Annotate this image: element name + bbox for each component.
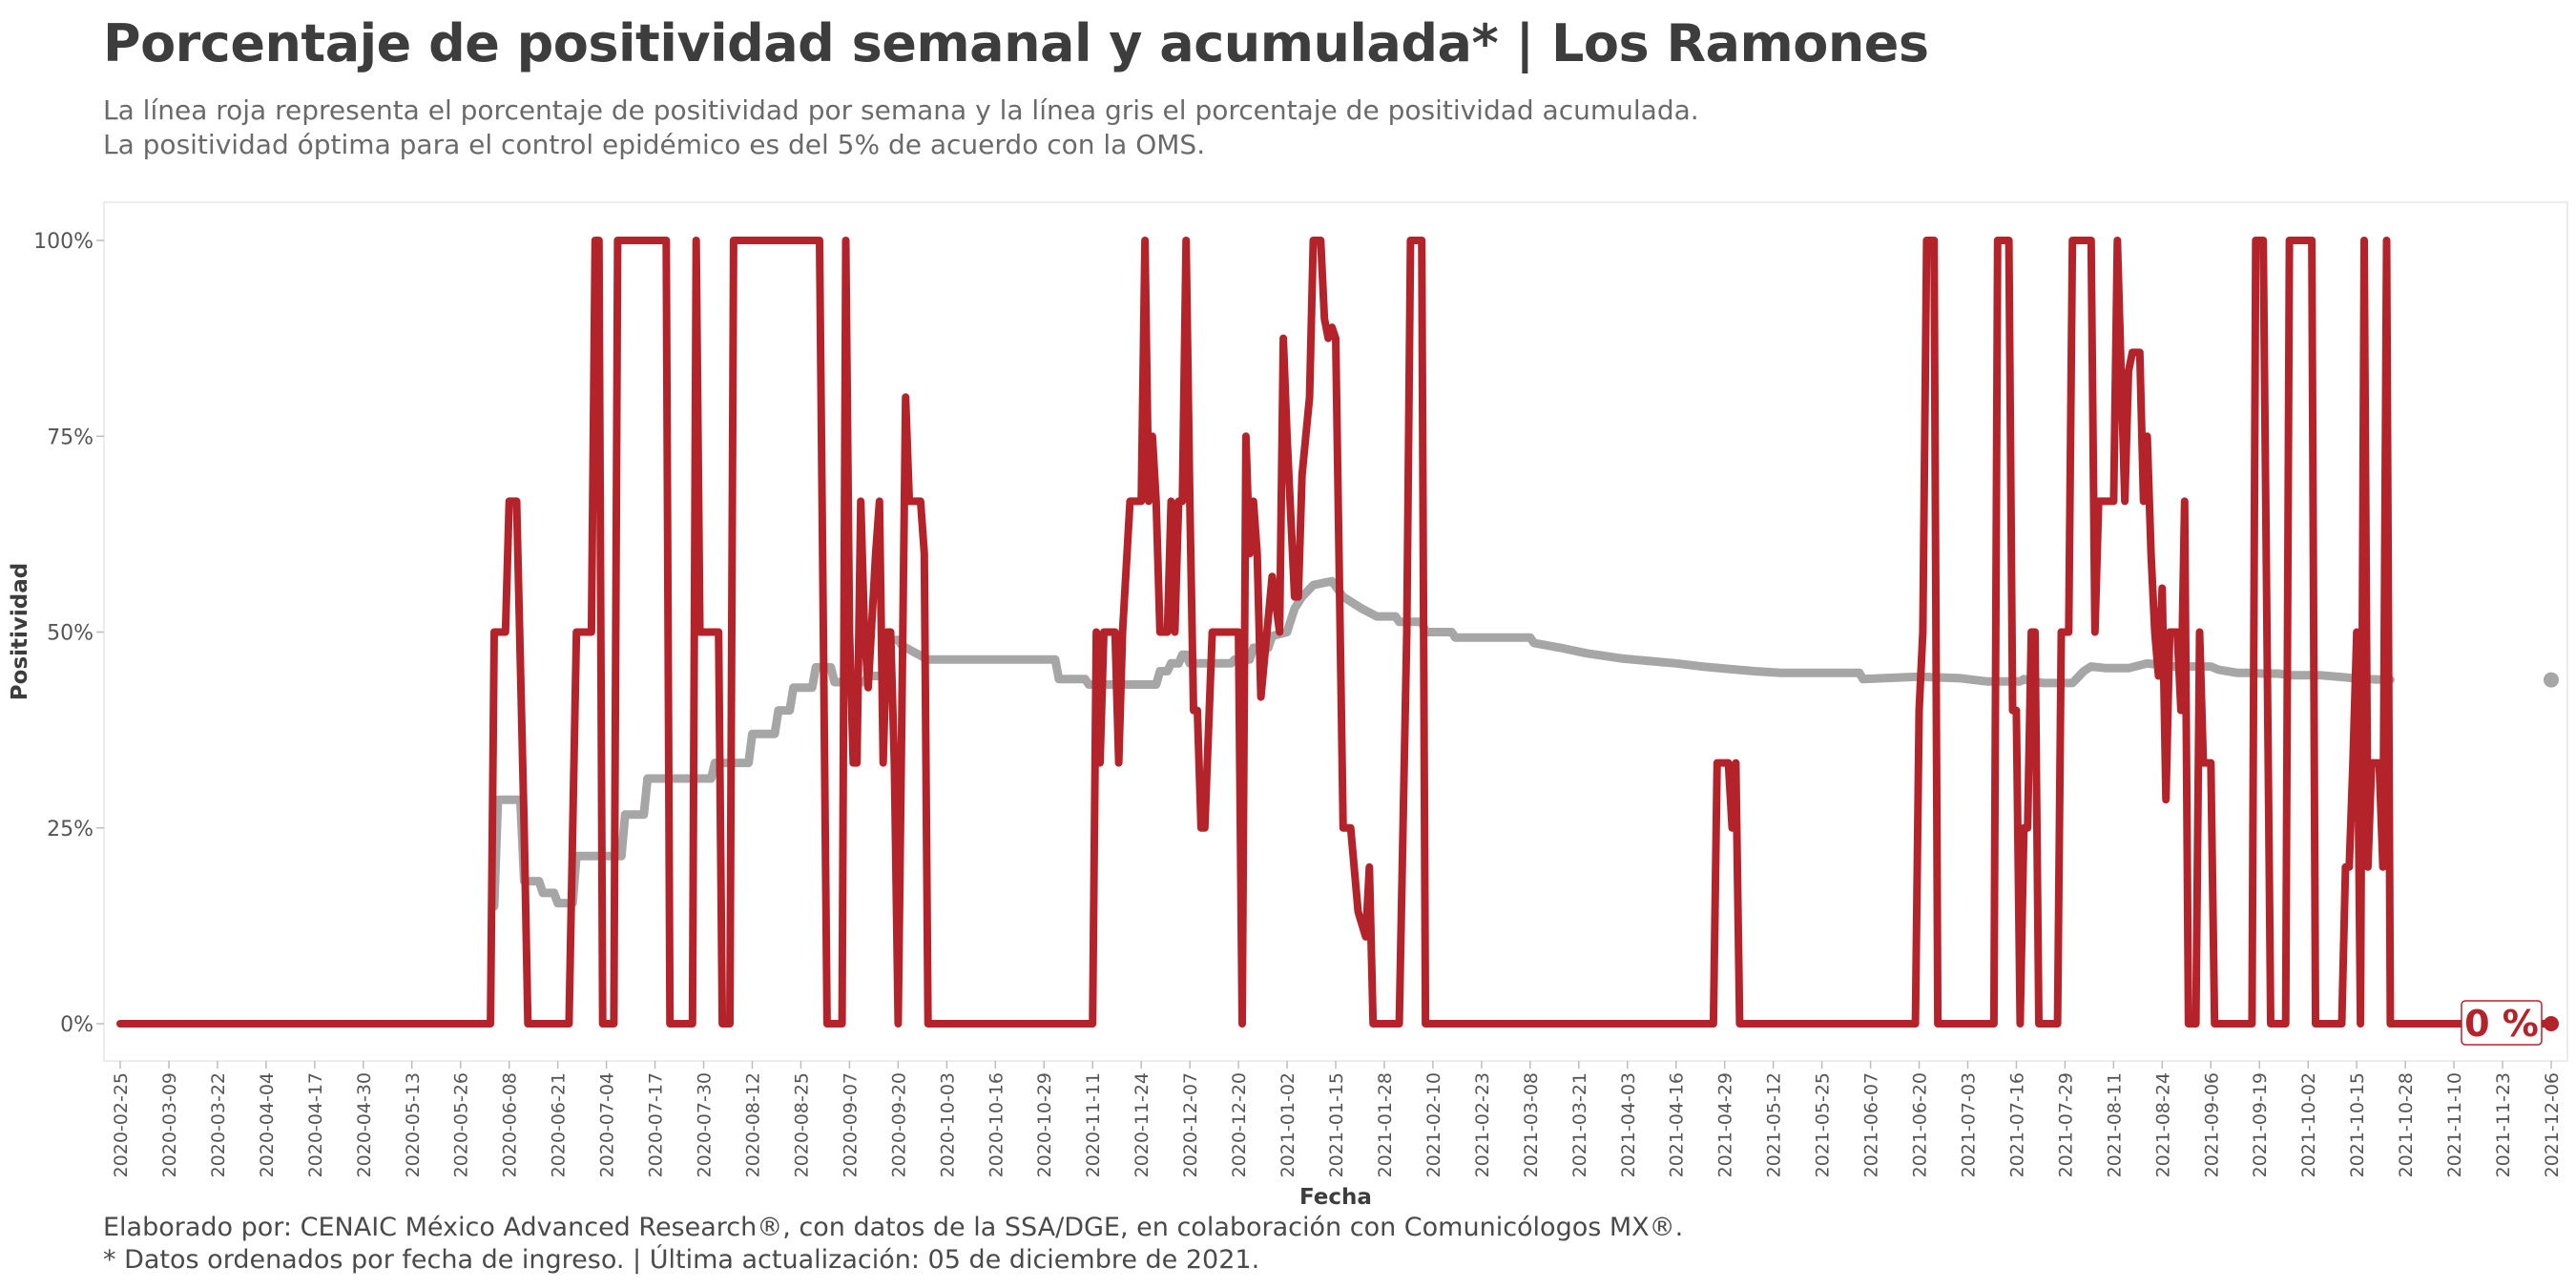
y-axis-title: Positividad <box>8 563 32 700</box>
subtitle-line-1: La línea roja representa el porcentaje d… <box>103 94 1699 126</box>
x-tick-label: 2020-06-08 <box>500 1072 521 1177</box>
x-tick-label: 2020-04-30 <box>354 1072 375 1177</box>
x-tick-label: 2020-05-26 <box>451 1072 472 1177</box>
y-tick-label: 0% <box>60 1013 93 1037</box>
x-tick-label: 2021-10-28 <box>2396 1072 2417 1177</box>
series-end-point-semanal <box>2544 1016 2559 1031</box>
x-axis: 2020-02-25 2020-03-09 2020-03-22 2020-04-04… <box>111 1061 2563 1177</box>
x-tick-label: 2021-03-21 <box>1569 1072 1590 1177</box>
x-tick-label: 2021-06-07 <box>1861 1072 1882 1177</box>
series-line-semanal <box>116 237 2555 1028</box>
x-tick-label: 2020-03-09 <box>159 1072 180 1177</box>
x-tick-label: 2021-09-19 <box>2250 1072 2271 1177</box>
x-tick-label: 2021-11-10 <box>2444 1072 2465 1177</box>
y-tick-label: 25% <box>47 818 93 841</box>
x-tick-label: 2020-07-04 <box>597 1072 618 1177</box>
x-tick-label: 2020-08-12 <box>742 1072 763 1177</box>
y-axis: 0% 25% 50% 75% 100% <box>33 230 104 1037</box>
x-tick-label: 2021-07-29 <box>2055 1072 2076 1177</box>
y-tick-label: 75% <box>47 426 93 449</box>
x-tick-label: 2021-03-08 <box>1521 1072 1542 1177</box>
x-tick-label: 2020-04-04 <box>257 1072 278 1177</box>
x-tick-label: 2020-08-25 <box>791 1072 812 1177</box>
x-tick-label: 2020-09-20 <box>888 1072 909 1177</box>
chart-caption: Elaborado por: CENAIC México Advanced Re… <box>103 1212 1683 1277</box>
x-tick-label: 2021-11-23 <box>2493 1072 2514 1177</box>
x-tick-label: 2021-04-16 <box>1667 1072 1688 1177</box>
x-tick-label: 2021-01-02 <box>1278 1072 1298 1177</box>
caption-line-2: * Datos ordenados por fecha de ingreso. … <box>103 1245 1260 1275</box>
x-tick-label: 2021-04-03 <box>1618 1072 1639 1177</box>
series-line-acumulada <box>489 576 2395 911</box>
x-tick-label: 2020-11-11 <box>1083 1072 1104 1177</box>
x-tick-label: 2020-12-07 <box>1180 1072 1201 1177</box>
x-tick-label: 2020-07-17 <box>646 1072 667 1177</box>
x-tick-label: 2021-12-06 <box>2542 1072 2563 1177</box>
end-value-label-box <box>2461 1000 2543 1046</box>
y-tick-label: 100% <box>33 230 93 254</box>
x-tick-label: 2021-07-16 <box>2006 1072 2027 1177</box>
y-tick-label: 50% <box>47 622 93 646</box>
x-tick-label: 2020-02-25 <box>111 1072 132 1177</box>
x-tick-label: 2021-02-23 <box>1472 1072 1493 1177</box>
x-tick-label: 2020-03-22 <box>208 1072 229 1177</box>
x-tick-label: 2020-04-17 <box>305 1072 326 1177</box>
x-tick-label: 2021-05-12 <box>1764 1072 1785 1177</box>
x-tick-label: 2020-11-24 <box>1132 1072 1153 1177</box>
x-tick-label: 2021-06-20 <box>1910 1072 1931 1177</box>
end-value-label-text: 0 % <box>2464 1003 2539 1045</box>
x-axis-title: Fecha <box>1299 1185 1372 1210</box>
end-value-label: 0 % <box>2461 1000 2543 1046</box>
x-tick-label: 2021-09-06 <box>2201 1072 2222 1177</box>
x-tick-label: 2020-10-29 <box>1034 1072 1055 1177</box>
x-tick-label: 2020-12-20 <box>1229 1072 1250 1177</box>
x-tick-label: 2021-08-11 <box>2104 1072 2125 1177</box>
x-tick-label: 2021-01-28 <box>1375 1072 1396 1177</box>
subtitle-line-2: La positividad óptima para el control ep… <box>103 129 1206 160</box>
caption-line-1: Elaborado por: CENAIC México Advanced Re… <box>103 1213 1684 1242</box>
x-tick-label: 2021-02-10 <box>1423 1072 1444 1177</box>
page-title: Porcentaje de positividad semanal y acum… <box>103 13 1929 73</box>
chart-subtitle: La línea roja representa el porcentaje d… <box>103 93 1699 162</box>
x-tick-label: 2021-05-25 <box>1813 1072 1834 1177</box>
x-tick-label: 2020-10-03 <box>937 1072 958 1177</box>
x-tick-label: 2020-06-21 <box>549 1072 570 1177</box>
x-tick-label: 2020-07-30 <box>695 1072 716 1177</box>
x-tick-label: 2021-10-02 <box>2298 1072 2319 1177</box>
x-tick-label: 2021-08-24 <box>2152 1072 2173 1177</box>
x-tick-label: 2021-04-29 <box>1715 1072 1736 1177</box>
series-end-point-acumulada <box>2544 672 2559 688</box>
x-tick-label: 2021-07-03 <box>1958 1072 1979 1177</box>
x-tick-label: 2020-09-07 <box>840 1072 861 1177</box>
x-tick-label: 2020-10-16 <box>986 1072 1007 1177</box>
x-tick-label: 2020-05-13 <box>403 1072 424 1177</box>
series-layer <box>116 237 2559 1031</box>
x-tick-label: 2021-10-15 <box>2347 1072 2368 1177</box>
x-tick-label: 2021-01-15 <box>1326 1072 1347 1177</box>
